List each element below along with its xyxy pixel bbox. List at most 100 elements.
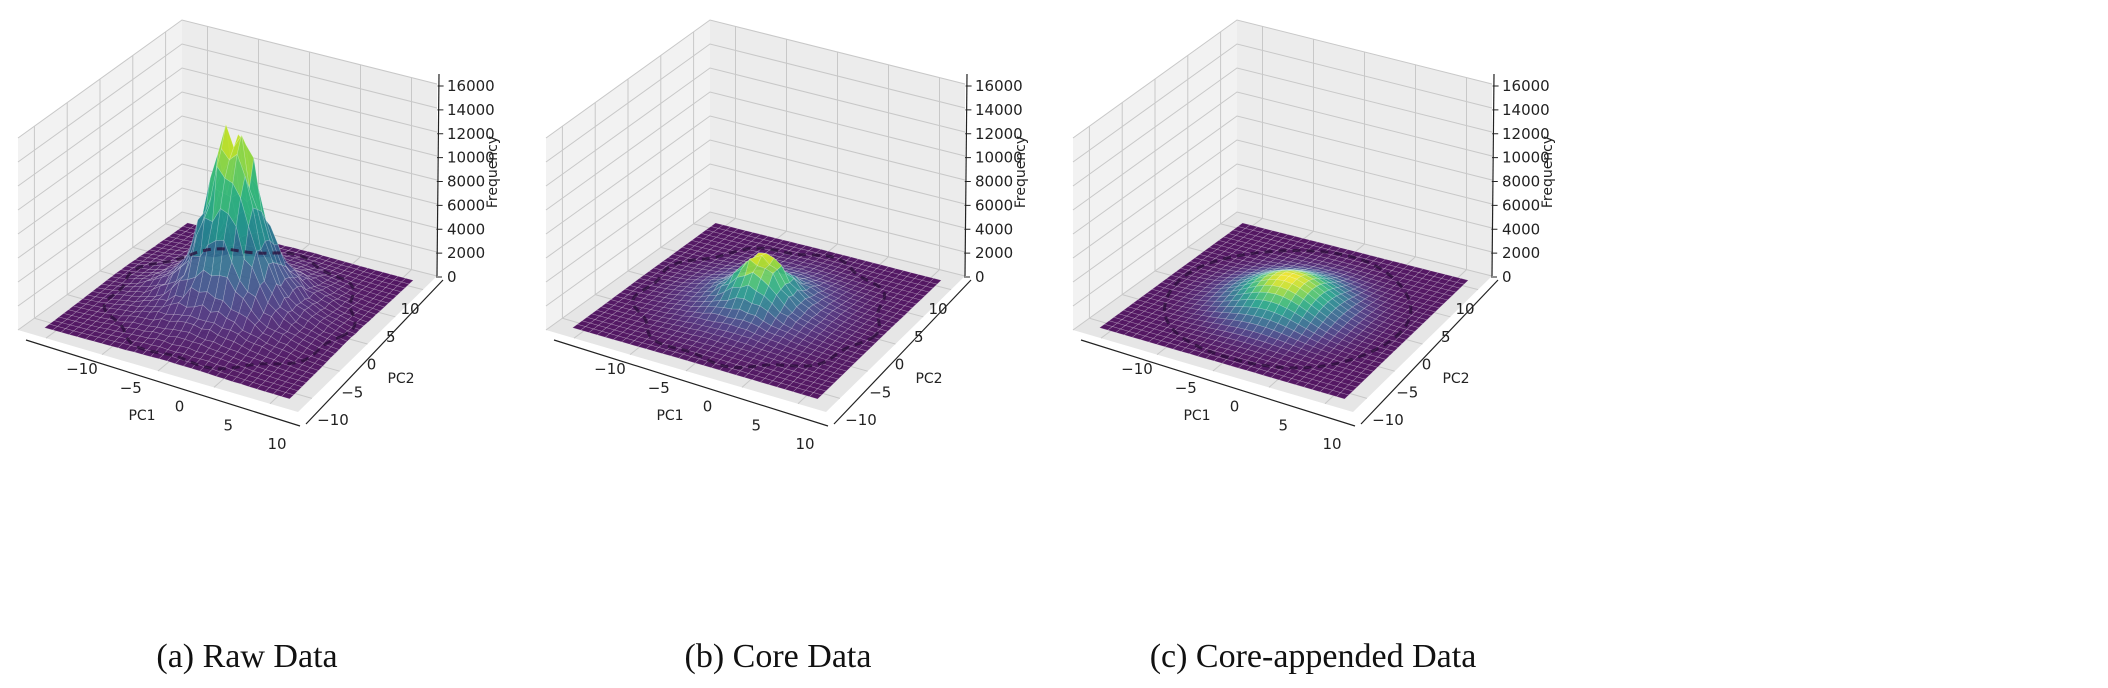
z-tick-label: 12000 <box>447 125 495 143</box>
pc2-tick-label: 5 <box>914 328 924 346</box>
pc1-tick-label: −5 <box>648 379 670 397</box>
z-tick-label: 8000 <box>975 173 1013 191</box>
pc2-tick-label: 0 <box>895 356 905 374</box>
surface-cell <box>1381 348 1395 356</box>
z-tick-label: 12000 <box>1502 125 1550 143</box>
surface-cell <box>1410 321 1424 329</box>
surface-cell <box>396 281 410 289</box>
gridline <box>545 115 966 235</box>
z-tick-label: 2000 <box>975 244 1013 262</box>
gridline <box>1072 43 1493 163</box>
gridline <box>17 139 438 259</box>
z-tick-label: 14000 <box>975 101 1023 119</box>
pc2-axis-line <box>1360 279 1499 425</box>
z-tick-label: 2000 <box>1502 244 1540 262</box>
surface-cell <box>1414 317 1428 325</box>
pc2-tick-label: −5 <box>1396 383 1418 401</box>
pc2-tick-label: 10 <box>928 300 947 318</box>
pc2-tick-label: −10 <box>845 411 877 429</box>
pc2-axis-label: PC2 <box>1442 371 1469 387</box>
surface-cell <box>1373 356 1387 364</box>
pc1-tick-label: 5 <box>1278 416 1288 434</box>
surface-cell <box>1352 376 1366 384</box>
gridline <box>545 43 966 163</box>
pc1-axis-label: PC1 <box>1183 408 1210 424</box>
z-tick-label: 0 <box>975 268 985 286</box>
z-tick-label: 8000 <box>447 173 485 191</box>
z-tick-label: 16000 <box>975 77 1023 95</box>
surface-cell <box>1385 344 1399 352</box>
pc1-axis-line <box>553 339 829 427</box>
pc2-tick-label: 5 <box>1441 328 1451 346</box>
surface-cell <box>912 293 926 301</box>
pc1-axis-label: PC1 <box>656 408 683 424</box>
surface <box>43 123 414 400</box>
pc1-tick-label: 0 <box>175 398 185 416</box>
pc2-axis-label: PC2 <box>387 371 414 387</box>
gridline <box>1072 163 1493 283</box>
pc1-tick-label: −10 <box>594 360 626 378</box>
gridline <box>1072 19 1493 139</box>
z-tick-label: 0 <box>1502 268 1512 286</box>
surface-cell <box>1427 305 1440 313</box>
surface-cell <box>1360 368 1375 376</box>
z-tick-label: 0 <box>447 268 457 286</box>
pc2-tick-label: 5 <box>386 328 396 346</box>
pc1-axis-line <box>25 339 301 427</box>
surface-cell <box>376 300 390 308</box>
pc2-axis-line <box>305 279 444 425</box>
gridline <box>545 187 966 307</box>
gridline <box>545 211 966 331</box>
gridline <box>17 187 438 307</box>
z-tick-label: 6000 <box>975 196 1013 214</box>
gridline <box>545 19 966 139</box>
z-tick-label: 4000 <box>447 220 485 238</box>
surface-cell <box>1393 336 1408 344</box>
pc2-tick-label: −5 <box>341 383 363 401</box>
pc1-tick-label: −10 <box>1121 360 1153 378</box>
z-axis-label: Frequency <box>1013 136 1029 208</box>
pc2-tick-label: −10 <box>1372 411 1404 429</box>
chart-panel: −10−50510−10−505100200040006000800010000… <box>545 19 1029 675</box>
z-tick-label: 6000 <box>447 196 485 214</box>
surface-cell <box>895 309 909 317</box>
pc2-tick-label: 10 <box>1455 300 1474 318</box>
z-axis-label: Frequency <box>1540 136 1556 208</box>
pc1-tick-label: 0 <box>1230 398 1240 416</box>
z-tick-label: 2000 <box>447 244 485 262</box>
surface-cell <box>1443 289 1457 297</box>
pc2-tick-label: 0 <box>367 356 377 374</box>
z-axis-line <box>1491 73 1495 277</box>
gridline <box>17 91 438 211</box>
pc1-axis-line <box>1080 339 1356 427</box>
z-axis-line <box>964 73 968 277</box>
chart-panel: −10−50510−10−505100200040006000800010000… <box>1072 19 1556 675</box>
surface-cell <box>401 277 414 285</box>
surface-cell <box>1348 380 1362 388</box>
pc1-tick-label: −10 <box>66 360 98 378</box>
surface-cell <box>887 316 901 324</box>
gridline <box>1072 187 1493 307</box>
surface-cell <box>1335 392 1350 400</box>
pc1-tick-label: 10 <box>267 435 286 453</box>
pc2-tick-label: 10 <box>400 300 419 318</box>
pc2-axis-label: PC2 <box>915 371 942 387</box>
z-tick-label: 4000 <box>975 220 1013 238</box>
surface-cell <box>388 289 402 296</box>
gridline <box>1072 211 1493 331</box>
z-tick-label: 10000 <box>1502 149 1550 167</box>
surface-cell <box>900 305 913 313</box>
z-tick-label: 10000 <box>447 149 495 167</box>
z-axis-line <box>436 73 440 277</box>
chart-panel: −10−50510−10−505100200040006000800010000… <box>17 19 501 675</box>
surface-cell <box>879 324 893 332</box>
pc1-tick-label: −5 <box>120 379 142 397</box>
boundary-circle <box>102 247 357 371</box>
z-tick-label: 6000 <box>1502 196 1540 214</box>
surface <box>1098 222 1469 400</box>
gridline <box>545 139 966 259</box>
pc1-tick-label: −5 <box>1175 379 1197 397</box>
pc1-tick-label: 0 <box>703 398 713 416</box>
surface-cell <box>372 304 385 312</box>
